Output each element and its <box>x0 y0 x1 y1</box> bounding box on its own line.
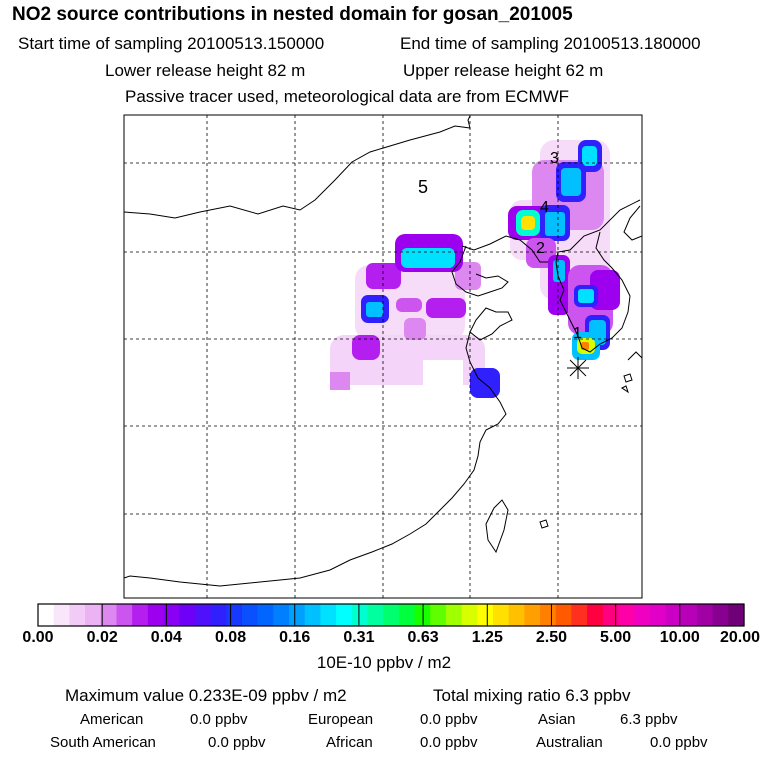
colorbar-swatch <box>241 604 259 626</box>
max-value-label: Maximum value 0.233E-09 ppbv / m2 <box>65 686 347 705</box>
colorbar-swatch <box>398 604 416 626</box>
colorbar-swatch <box>445 604 463 626</box>
colorbar-tick-label: 0.16 <box>279 629 311 646</box>
colorbar-swatch <box>728 604 745 626</box>
region-label-4: 4 <box>540 199 549 216</box>
region-label-3: 3 <box>550 150 559 167</box>
region-value-australian: 0.0 ppbv <box>650 734 708 751</box>
region-value-american: 0.0 ppbv <box>190 711 248 728</box>
region-value-asian: 6.3 ppbv <box>620 711 678 728</box>
colorbar-swatch <box>681 604 698 626</box>
colorbar-tick-label: 0.00 <box>22 629 54 646</box>
region-name-american: American <box>80 711 144 728</box>
region-name-south-american: South American <box>50 734 156 751</box>
colorbar-swatch <box>194 604 212 626</box>
colorbar-swatch <box>336 604 353 626</box>
lower-release-label: Lower release height 82 m <box>105 61 306 80</box>
colorbar-tick-label: 2.50 <box>535 629 568 646</box>
colorbar-swatch <box>38 604 55 626</box>
region-name-australian: Australian <box>536 734 603 751</box>
colorbar-swatch <box>602 604 620 626</box>
colorbar-swatch <box>665 604 682 626</box>
colorbar-swatch <box>649 604 667 626</box>
colorbar <box>38 604 745 626</box>
region-label-1: 1 <box>573 325 582 342</box>
colorbar-swatch <box>304 604 321 626</box>
colorbar-swatch <box>492 604 510 626</box>
colorbar-swatch <box>273 604 290 626</box>
concentration-field <box>330 140 620 398</box>
colorbar-swatch <box>540 604 557 626</box>
tracer-note: Passive tracer used, meteorological data… <box>125 87 570 106</box>
colorbar-tick-label: 0.02 <box>86 629 118 646</box>
colorbar-swatch <box>116 604 133 626</box>
colorbar-frame <box>37 603 745 627</box>
colorbar-swatch <box>351 604 369 626</box>
coastlines <box>124 115 642 587</box>
map-frame <box>123 114 643 599</box>
colorbar-tick-label: 0.31 <box>343 629 375 646</box>
colorbar-swatch <box>587 604 604 626</box>
colorbar-swatch <box>383 604 400 626</box>
colorbar-swatch <box>367 604 384 626</box>
colorbar-swatch <box>226 604 243 626</box>
colorbar-swatch <box>179 604 196 626</box>
colorbar-swatch <box>147 604 165 626</box>
colorbar-tick-label: 0.08 <box>214 629 247 646</box>
colorbar-tick-label: 10.00 <box>659 629 700 646</box>
colorbar-swatch <box>257 604 274 626</box>
colorbar-swatch <box>461 604 478 626</box>
colorbar-swatch <box>289 604 306 626</box>
lat-lon-grid <box>124 115 642 598</box>
colorbar-swatch <box>430 604 447 626</box>
colorbar-swatch <box>320 604 337 626</box>
region-label-5: 5 <box>418 177 428 197</box>
colorbar-tick-label: 0.63 <box>407 629 439 646</box>
region-value-south-american: 0.0 ppbv <box>208 734 266 751</box>
region-name-african: African <box>326 734 373 751</box>
colorbar-swatch <box>163 604 180 626</box>
upper-release-label: Upper release height 62 m <box>403 61 604 80</box>
colorbar-swatch <box>696 604 714 626</box>
colorbar-tick-label: 1.25 <box>471 629 503 646</box>
colorbar-swatch <box>132 604 149 626</box>
colorbar-swatch <box>508 604 525 626</box>
colorbar-swatch <box>555 604 573 626</box>
colorbar-swatch <box>69 604 86 626</box>
colorbar-tick-label: 20.00 <box>719 629 761 646</box>
colorbar-swatch <box>477 604 494 626</box>
colorbar-tick-label: 0.04 <box>150 629 182 646</box>
asterisk-icon <box>567 357 589 379</box>
end-time-label: End time of sampling 20100513.180000 <box>400 34 701 53</box>
region-label-2: 2 <box>536 240 545 257</box>
region-name-european: European <box>308 711 374 728</box>
colorbar-swatch <box>712 604 729 626</box>
colorbar-swatch <box>210 604 227 626</box>
colorbar-swatch <box>571 604 588 626</box>
colorbar-swatch <box>53 604 70 626</box>
plot-title: NO2 source contributions in nested domai… <box>12 4 573 25</box>
colorbar-tick-label: 5.00 <box>600 629 632 646</box>
colorbar-swatch <box>634 604 651 626</box>
total-mixing-label: Total mixing ratio 6.3 ppbv <box>433 686 631 705</box>
region-name-asian: Asian <box>538 711 576 728</box>
start-time-label: Start time of sampling 20100513.150000 <box>18 34 325 53</box>
colorbar-swatch <box>618 604 635 626</box>
region-value-african: 0.0 ppbv <box>420 734 478 751</box>
colorbar-swatch <box>100 604 118 626</box>
colorbar-unit-label: 10E-10 ppbv / m2 <box>316 653 452 672</box>
region-value-european: 0.0 ppbv <box>420 711 478 728</box>
colorbar-swatch <box>524 604 541 626</box>
colorbar-swatch <box>85 604 102 626</box>
